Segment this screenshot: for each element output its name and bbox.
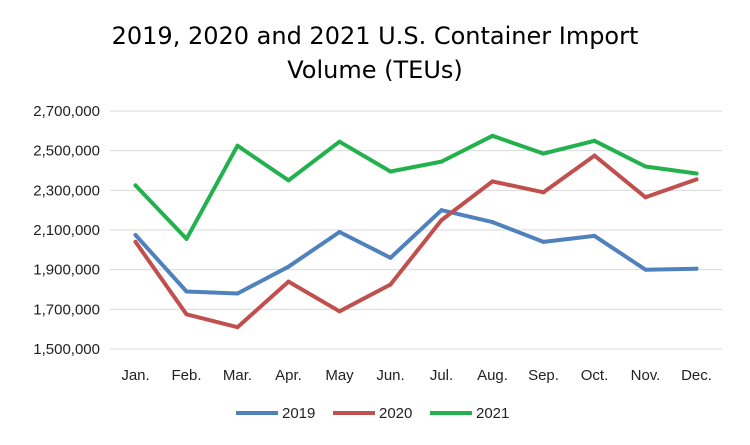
data-point-2019 xyxy=(643,267,648,272)
data-point-2020 xyxy=(541,190,546,195)
legend: 2019 2020 2021 xyxy=(236,405,509,422)
x-tick-label: Mar. xyxy=(223,367,252,384)
data-point-2019 xyxy=(337,229,342,234)
x-tick-label: Sep. xyxy=(528,367,559,384)
y-tick-label: 2,700,000 xyxy=(33,103,100,120)
data-point-2021 xyxy=(337,139,342,144)
x-tick-label: Aug. xyxy=(477,367,508,384)
data-point-2019 xyxy=(490,220,495,225)
legend-label-2021: 2021 xyxy=(476,405,509,422)
data-point-2020 xyxy=(592,153,597,158)
legend-label-2019: 2019 xyxy=(282,405,315,422)
series-line-2019 xyxy=(133,208,699,296)
data-point-2021 xyxy=(184,236,189,241)
x-tick-label: Jul. xyxy=(430,367,453,384)
x-tick-label: Jan. xyxy=(121,367,149,384)
data-point-2021 xyxy=(388,169,393,174)
data-point-2021 xyxy=(694,171,699,176)
y-tick-label: 2,500,000 xyxy=(33,143,100,160)
x-tick-label: Feb. xyxy=(171,367,201,384)
legend-label-2020: 2020 xyxy=(379,405,412,422)
data-point-2019 xyxy=(235,291,240,296)
y-tick-label: 1,900,000 xyxy=(33,262,100,279)
series-lines xyxy=(133,133,699,330)
data-point-2019 xyxy=(592,233,597,238)
data-point-2020 xyxy=(388,282,393,287)
y-axis-ticks: 1,500,000 1,700,000 1,900,000 2,100,000 2,30… xyxy=(33,103,100,358)
series-line-2021 xyxy=(133,133,699,241)
data-point-2020 xyxy=(694,177,699,182)
x-tick-label: May xyxy=(325,367,354,384)
chart-title-line2: Volume (TEUs) xyxy=(287,56,463,84)
data-point-2019 xyxy=(184,289,189,294)
data-point-2021 xyxy=(133,183,138,188)
data-point-2019 xyxy=(541,239,546,244)
data-point-2020 xyxy=(235,325,240,330)
x-axis-ticks: Jan. Feb. Mar. Apr. May Jun. Jul. Aug. Sep. Oct. N… xyxy=(121,367,712,384)
data-point-2021 xyxy=(490,133,495,138)
series-line-2020 xyxy=(133,153,699,330)
data-point-2020 xyxy=(643,195,648,200)
y-tick-label: 2,300,000 xyxy=(33,182,100,199)
data-point-2019 xyxy=(439,208,444,213)
x-tick-label: Apr. xyxy=(275,367,302,384)
data-point-2021 xyxy=(235,143,240,148)
data-point-2019 xyxy=(694,266,699,271)
data-point-2020 xyxy=(439,218,444,223)
y-tick-label: 1,700,000 xyxy=(33,301,100,318)
data-point-2019 xyxy=(388,255,393,260)
data-point-2021 xyxy=(643,164,648,169)
gridlines xyxy=(110,110,722,350)
data-point-2021 xyxy=(286,178,291,183)
data-point-2020 xyxy=(490,179,495,184)
data-point-2020 xyxy=(133,239,138,244)
data-point-2019 xyxy=(286,264,291,269)
data-point-2019 xyxy=(133,232,138,237)
x-tick-label: Nov. xyxy=(631,367,661,384)
data-point-2021 xyxy=(541,151,546,156)
y-tick-label: 2,100,000 xyxy=(33,222,100,239)
data-point-2021 xyxy=(592,138,597,143)
data-point-2020 xyxy=(286,279,291,284)
data-point-2020 xyxy=(184,312,189,317)
x-tick-label: Dec. xyxy=(681,367,712,384)
data-point-2021 xyxy=(439,159,444,164)
x-tick-label: Oct. xyxy=(581,367,609,384)
chart-title-line1: 2019, 2020 and 2021 U.S. Container Impor… xyxy=(112,22,639,50)
data-point-2020 xyxy=(337,309,342,314)
x-tick-label: Jun. xyxy=(376,367,404,384)
y-tick-label: 1,500,000 xyxy=(33,341,100,358)
